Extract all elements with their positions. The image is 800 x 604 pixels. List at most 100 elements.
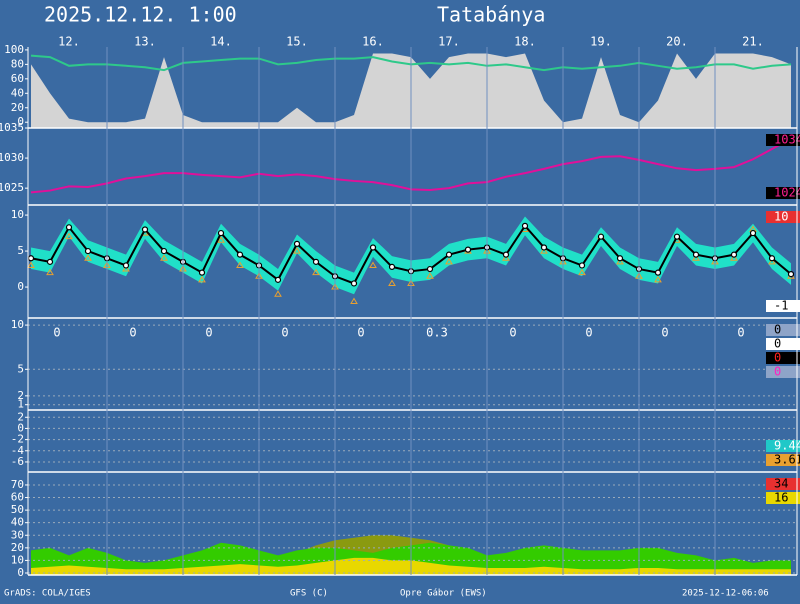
point — [350, 297, 358, 304]
point — [350, 280, 358, 287]
y-tick-label: 10 — [11, 318, 24, 331]
point — [198, 269, 206, 276]
side-label-box — [766, 211, 800, 223]
point — [160, 254, 168, 261]
point — [787, 270, 795, 278]
y-tick-label: 100 — [4, 43, 24, 56]
footer-text: GFS (C) — [290, 589, 328, 599]
point — [274, 276, 282, 283]
side-label: 3.61 — [774, 453, 800, 467]
point — [654, 275, 662, 283]
x-tick-label: 15. — [286, 35, 308, 49]
side-label: 0 — [774, 337, 781, 351]
point — [369, 261, 377, 268]
side-label: 16 — [774, 491, 788, 505]
y-tick-label: 50 — [11, 503, 24, 516]
y-tick-label: 60 — [11, 72, 24, 85]
x-tick-label: 19. — [590, 35, 612, 49]
side-label-box — [766, 134, 800, 146]
point — [616, 257, 624, 265]
y-tick-label: 20 — [11, 541, 24, 554]
side-label-box — [766, 324, 800, 336]
y-tick-label: -6 — [11, 455, 24, 468]
point — [540, 244, 548, 251]
side-label-box — [766, 478, 800, 490]
point — [426, 265, 434, 273]
y-tick-label: 80 — [11, 57, 24, 70]
footer-text: GrADS: COLA/IGES — [4, 589, 91, 599]
point — [597, 233, 605, 240]
data-label: 0 — [281, 326, 288, 340]
side-label: 0 — [774, 365, 781, 379]
point — [654, 269, 662, 276]
y-tick-label: 0 — [17, 566, 24, 579]
side-label-box — [766, 366, 800, 378]
footer-text: Opre Gábor (EWS) — [400, 589, 487, 599]
point — [236, 261, 244, 268]
x-tick-label: 12. — [58, 35, 80, 49]
data-label: 0 — [661, 326, 668, 340]
point — [293, 247, 301, 254]
y-tick-label: 1030 — [0, 151, 24, 164]
y-tick-label: 10 — [11, 208, 24, 221]
side-label: 0 — [774, 323, 781, 337]
point — [578, 262, 586, 269]
point — [369, 244, 377, 251]
side-label: -1 — [774, 299, 788, 313]
side-label-box — [766, 187, 800, 199]
point — [217, 229, 225, 237]
point — [426, 272, 434, 279]
data-label: 0.3 — [426, 326, 448, 340]
point — [84, 254, 92, 261]
point — [27, 261, 35, 268]
x-tick-label: 20. — [666, 35, 688, 49]
point — [160, 247, 168, 255]
footer-text: 2025-12-12-06:06 — [682, 589, 769, 599]
y-tick-label: 5 — [17, 362, 24, 375]
y-tick-label: 1035 — [0, 121, 24, 134]
point — [673, 233, 681, 240]
side-label: 34 — [774, 477, 788, 491]
data-label: 0 — [53, 326, 60, 340]
x-tick-label: 13. — [134, 35, 156, 49]
data-label: 0 — [205, 326, 212, 340]
data-label: 0 — [129, 326, 136, 340]
side-label-box — [766, 352, 800, 364]
point — [46, 268, 54, 276]
point — [445, 257, 453, 265]
y-tick-label: 60 — [11, 491, 24, 504]
point — [141, 226, 149, 233]
point — [65, 232, 73, 240]
title-time: 2025.12.12. 1:00 — [44, 3, 237, 27]
side-label: 1034 — [774, 133, 800, 147]
point — [502, 254, 510, 261]
point — [27, 255, 35, 262]
data-label: 0 — [585, 326, 592, 340]
y-tick-label: 1 — [17, 398, 24, 411]
y-tick-label: 5 — [17, 244, 24, 257]
point — [293, 240, 301, 247]
y-tick-label: 70 — [11, 478, 24, 491]
y-tick-label: 0 — [17, 280, 24, 293]
side-label-box — [766, 454, 800, 466]
point — [122, 262, 130, 269]
data-label: 0 — [357, 326, 364, 340]
point — [312, 258, 320, 265]
point — [312, 268, 320, 276]
y-tick-label: 40 — [11, 86, 24, 99]
y-tick-label: 2 — [17, 410, 24, 423]
point — [388, 263, 396, 270]
point — [540, 247, 548, 254]
point — [217, 236, 225, 243]
y-tick-label: 2 — [17, 389, 24, 402]
point — [616, 255, 624, 262]
point — [388, 279, 396, 286]
side-label-box — [766, 300, 800, 312]
side-label: 9.44 — [774, 439, 800, 453]
point — [464, 246, 472, 253]
y-tick-label: 0 — [17, 421, 24, 434]
point — [521, 222, 529, 229]
point — [198, 275, 206, 283]
